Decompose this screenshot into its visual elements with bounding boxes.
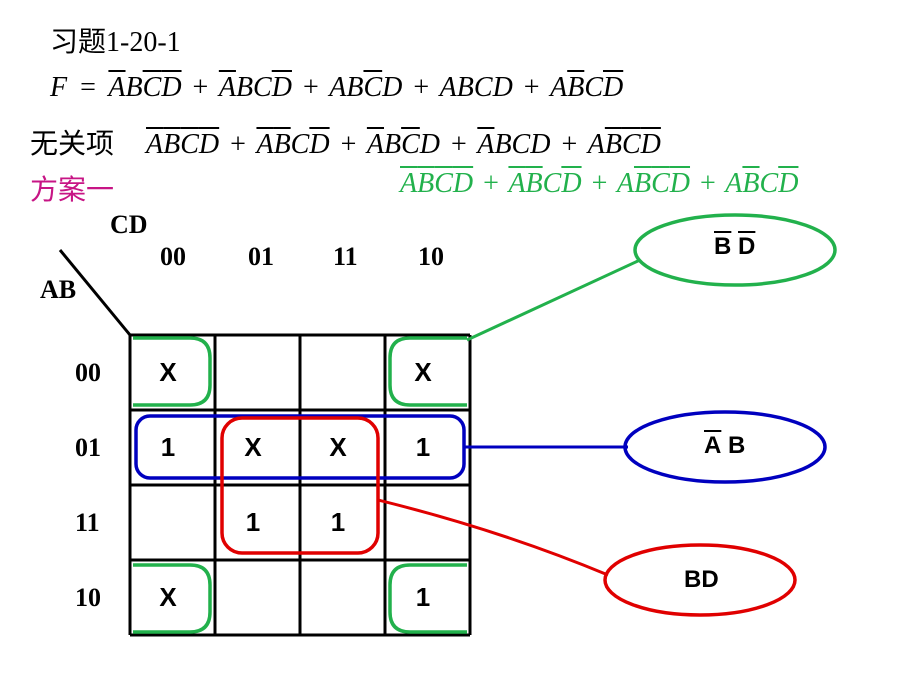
kmap-cell: 1: [403, 432, 443, 463]
kmap-cell: X: [318, 432, 358, 463]
kmap-cell: X: [148, 582, 188, 613]
kmap-cell: X: [403, 357, 443, 388]
kmap-cell: 1: [233, 507, 273, 538]
kmap-cell: X: [233, 432, 273, 463]
kmap-cell: X: [148, 357, 188, 388]
kmap-cell: 1: [318, 507, 358, 538]
callout-blue-label: A B: [704, 432, 745, 460]
callout-green-label: B D: [714, 233, 755, 261]
callout-red-label: BD: [684, 566, 719, 594]
kmap-cell: 1: [403, 582, 443, 613]
kmap-cell: 1: [148, 432, 188, 463]
callouts-svg: [0, 0, 920, 690]
